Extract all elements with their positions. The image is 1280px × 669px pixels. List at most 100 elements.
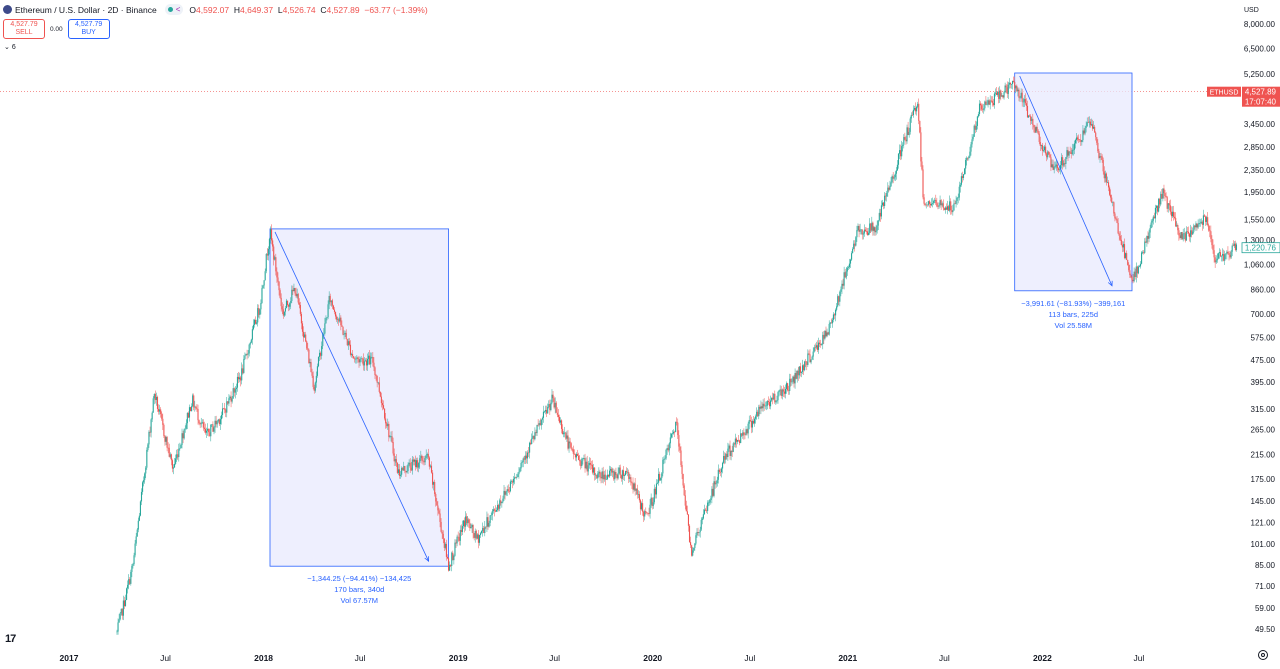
candle — [266, 253, 268, 256]
candle — [290, 300, 292, 304]
candle — [781, 389, 783, 396]
candle — [1046, 153, 1048, 158]
candle — [880, 205, 882, 217]
candle — [1096, 137, 1098, 143]
candle — [895, 170, 897, 174]
candle — [132, 564, 134, 566]
measure-box[interactable] — [1014, 72, 1133, 292]
candle — [1070, 152, 1072, 154]
candle — [580, 461, 582, 467]
candle — [261, 288, 263, 304]
candle — [1127, 259, 1129, 265]
candle — [846, 267, 848, 272]
candle — [131, 565, 133, 572]
candle — [148, 431, 150, 445]
status-indicators[interactable]: < — [164, 4, 184, 15]
candle — [925, 204, 927, 206]
candle — [500, 500, 502, 504]
price-axis[interactable]: USD 8,000.00 6,500.00 5,250.00 3,450.00 2,85… — [1207, 7, 1280, 634]
candle — [239, 377, 241, 380]
candle — [849, 259, 852, 264]
candle — [408, 462, 410, 465]
candle — [349, 344, 352, 355]
candle — [293, 288, 295, 292]
candle — [159, 409, 161, 412]
candle — [1068, 151, 1070, 156]
candle — [137, 520, 139, 530]
candle — [945, 207, 948, 210]
candle — [783, 391, 785, 394]
candle — [761, 406, 763, 409]
candle — [1195, 223, 1197, 228]
candle — [752, 420, 755, 424]
candle — [1018, 89, 1020, 98]
candle — [928, 201, 930, 204]
candle — [749, 420, 751, 422]
share-icon[interactable]: < — [175, 5, 181, 14]
candle — [390, 436, 392, 437]
symbol-title[interactable]: Ethereum / U.S. Dollar · 2D · Binance — [15, 4, 157, 15]
candle — [265, 253, 267, 272]
candle — [482, 527, 484, 532]
candle — [1109, 187, 1111, 195]
candle — [886, 192, 888, 197]
candle — [682, 473, 684, 486]
candle — [1051, 164, 1053, 168]
candle — [343, 334, 345, 335]
candle — [678, 435, 680, 447]
candle — [905, 139, 907, 142]
measure-arrows — [274, 75, 1113, 563]
candle — [241, 368, 243, 381]
candle — [831, 319, 833, 324]
candle — [1042, 150, 1045, 151]
candle — [485, 526, 487, 528]
candle — [1136, 266, 1138, 274]
candle — [716, 479, 718, 484]
candle — [1115, 218, 1117, 220]
time-tick: Jul — [1133, 653, 1144, 663]
candle — [877, 220, 879, 226]
tradingview-logo-icon[interactable]: 17 — [5, 633, 16, 645]
candle — [1173, 211, 1175, 217]
candle — [819, 342, 821, 345]
candle — [768, 401, 771, 407]
candle — [833, 314, 836, 316]
time-axis[interactable]: 2017 Jul 2018 Jul 2019 Jul 2020 Jul 2021 Jul 2022 J… — [60, 653, 1145, 663]
candle — [888, 187, 890, 190]
last-price-value: 4,527.89 — [1245, 88, 1277, 97]
candle — [618, 467, 620, 474]
candle — [663, 459, 665, 460]
candle — [919, 120, 921, 133]
buy-button[interactable]: 4,527.79 BUY — [67, 19, 110, 39]
candle — [187, 412, 189, 418]
candle — [1056, 164, 1058, 169]
candle — [638, 494, 640, 501]
candle — [891, 176, 893, 183]
candle — [304, 334, 306, 338]
candle — [303, 331, 305, 338]
candle — [896, 164, 898, 171]
candle — [1100, 156, 1102, 157]
candle — [271, 229, 273, 241]
gear-icon[interactable] — [1258, 650, 1268, 660]
candle — [171, 460, 173, 469]
candle — [326, 317, 328, 318]
candle — [193, 395, 195, 408]
candle — [620, 475, 622, 479]
candle — [569, 441, 571, 444]
sell-button[interactable]: 4,527.79 SELL — [3, 19, 45, 39]
price-marker-value: 1,220.76 — [1245, 244, 1277, 253]
candle — [837, 296, 839, 307]
candle — [388, 423, 390, 438]
candle — [784, 388, 787, 394]
candle — [1229, 254, 1231, 258]
candle — [691, 545, 693, 556]
candle — [593, 467, 595, 473]
candle — [204, 428, 207, 433]
candle — [429, 465, 431, 467]
candle — [465, 516, 467, 527]
candle — [732, 443, 734, 452]
candle — [662, 459, 664, 474]
indicators-toggle[interactable]: ⌄ 6 — [4, 43, 16, 51]
